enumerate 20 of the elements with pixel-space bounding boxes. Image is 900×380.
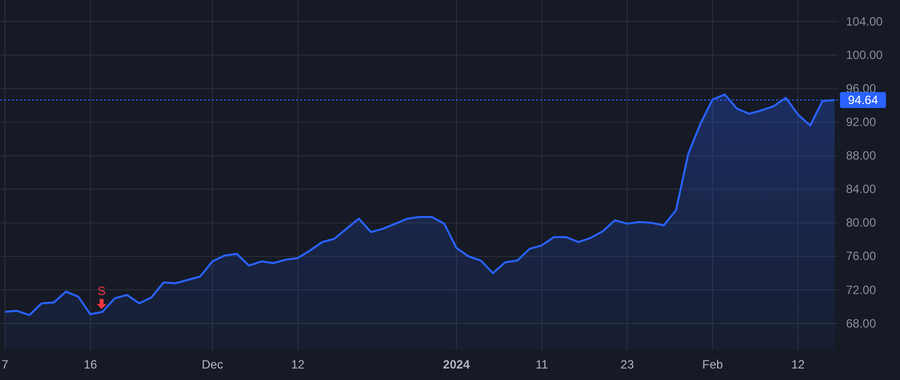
x-tick-label: 16 — [84, 358, 98, 372]
x-tick-label: Feb — [702, 358, 724, 372]
ref-line-label: 94.64 — [848, 93, 878, 107]
y-tick-label: 68.00 — [846, 316, 876, 330]
x-tick-label: Dec — [202, 358, 224, 372]
x-tick-label: 7 — [2, 358, 9, 372]
y-tick-label: 100.00 — [846, 48, 884, 62]
x-tick-label: 11 — [536, 358, 548, 372]
y-tick-label: 80.00 — [846, 216, 876, 230]
y-tick-label: 76.00 — [846, 249, 876, 264]
x-tick-label: 12 — [291, 358, 305, 372]
y-tick-label: 72.00 — [846, 282, 876, 297]
x-tick-label: 23 — [620, 358, 634, 372]
y-tick-label: 104.00 — [846, 14, 884, 28]
y-tick-label: 88.00 — [846, 148, 876, 163]
y-tick-label: 84.00 — [846, 182, 876, 196]
x-tick-label: 12 — [791, 358, 805, 372]
x-tick-label: 2024 — [443, 358, 470, 372]
y-tick-label: 92.00 — [846, 114, 876, 129]
annotation: S — [98, 284, 106, 298]
